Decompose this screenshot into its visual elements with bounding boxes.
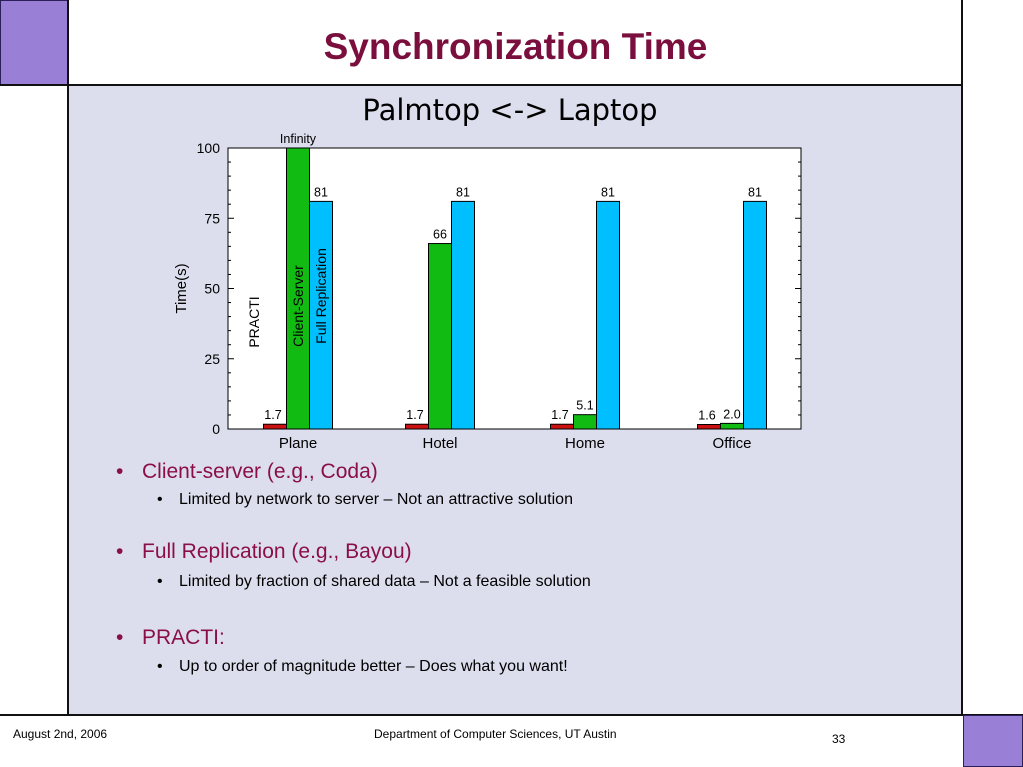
bar-full-replication-plane bbox=[309, 200, 333, 430]
sub-bullet-full-replication: • Limited by fraction of shared data – No… bbox=[157, 573, 591, 590]
left-rule bbox=[67, 0, 69, 715]
y-tick-label: 75 bbox=[204, 210, 220, 226]
data-label: 2.0 bbox=[723, 407, 740, 421]
bar-full-replication-hotel bbox=[451, 200, 475, 430]
bar-practi-home bbox=[550, 423, 574, 430]
bullet-client-server: • Client-server (e.g., Coda) bbox=[116, 460, 378, 483]
y-tick-label: 0 bbox=[212, 421, 220, 437]
chart-title: Palmtop <-> Laptop bbox=[362, 93, 657, 127]
x-tick-label: Hotel bbox=[422, 435, 457, 452]
x-tick-label: Plane bbox=[279, 435, 317, 452]
x-tick-label: Office bbox=[713, 435, 752, 452]
data-label: 1.6 bbox=[698, 409, 715, 423]
bar-full-replication-home bbox=[596, 200, 620, 430]
data-label: 1.7 bbox=[406, 408, 423, 422]
sub-bullet-practi: • Up to order of magnitude better – Does … bbox=[157, 658, 568, 675]
slide-title: Synchronization Time bbox=[323, 26, 708, 67]
y-tick-label: 25 bbox=[204, 351, 220, 367]
footer-department: Department of Computer Sciences, UT Aust… bbox=[374, 727, 617, 741]
bar-client-server-hotel bbox=[428, 243, 452, 430]
y-axis-label: Time(s) bbox=[173, 263, 190, 313]
bar-practi-office bbox=[697, 424, 721, 430]
title-rule bbox=[0, 84, 963, 86]
bullet-full-replication: • Full Replication (e.g., Bayou) bbox=[116, 540, 412, 563]
data-label: 5.1 bbox=[576, 399, 593, 413]
y-tick-label: 100 bbox=[197, 140, 221, 156]
bar-practi-hotel bbox=[405, 423, 429, 430]
bar-client-server-office bbox=[720, 422, 744, 430]
x-tick-label: Home bbox=[565, 435, 605, 452]
data-label: 81 bbox=[456, 185, 470, 199]
footer-rule bbox=[0, 714, 1023, 716]
bullet-practi: • PRACTI: bbox=[116, 626, 225, 649]
data-label: 1.7 bbox=[264, 408, 281, 422]
series-label: Full Replication bbox=[313, 248, 329, 344]
bar-client-server-home bbox=[573, 414, 597, 430]
bar-full-replication-office bbox=[743, 200, 767, 430]
decorative-square-top-left bbox=[0, 0, 68, 85]
sub-bullet-client-server: • Limited by network to server – Not an a… bbox=[157, 491, 573, 508]
data-label: 81 bbox=[748, 185, 762, 199]
data-label: 81 bbox=[314, 185, 328, 199]
y-tick-label: 50 bbox=[204, 281, 220, 297]
series-label: PRACTI bbox=[246, 296, 262, 347]
series-label: Client-Server bbox=[290, 265, 306, 347]
data-label: 1.7 bbox=[551, 408, 568, 422]
data-label: Infinity bbox=[280, 132, 317, 146]
data-label: 66 bbox=[433, 228, 447, 242]
footer-date: August 2nd, 2006 bbox=[13, 727, 108, 741]
bar-practi-plane bbox=[263, 423, 287, 430]
right-rule bbox=[961, 0, 963, 715]
data-label: 81 bbox=[601, 185, 615, 199]
footer-page-number: 33 bbox=[832, 732, 846, 746]
